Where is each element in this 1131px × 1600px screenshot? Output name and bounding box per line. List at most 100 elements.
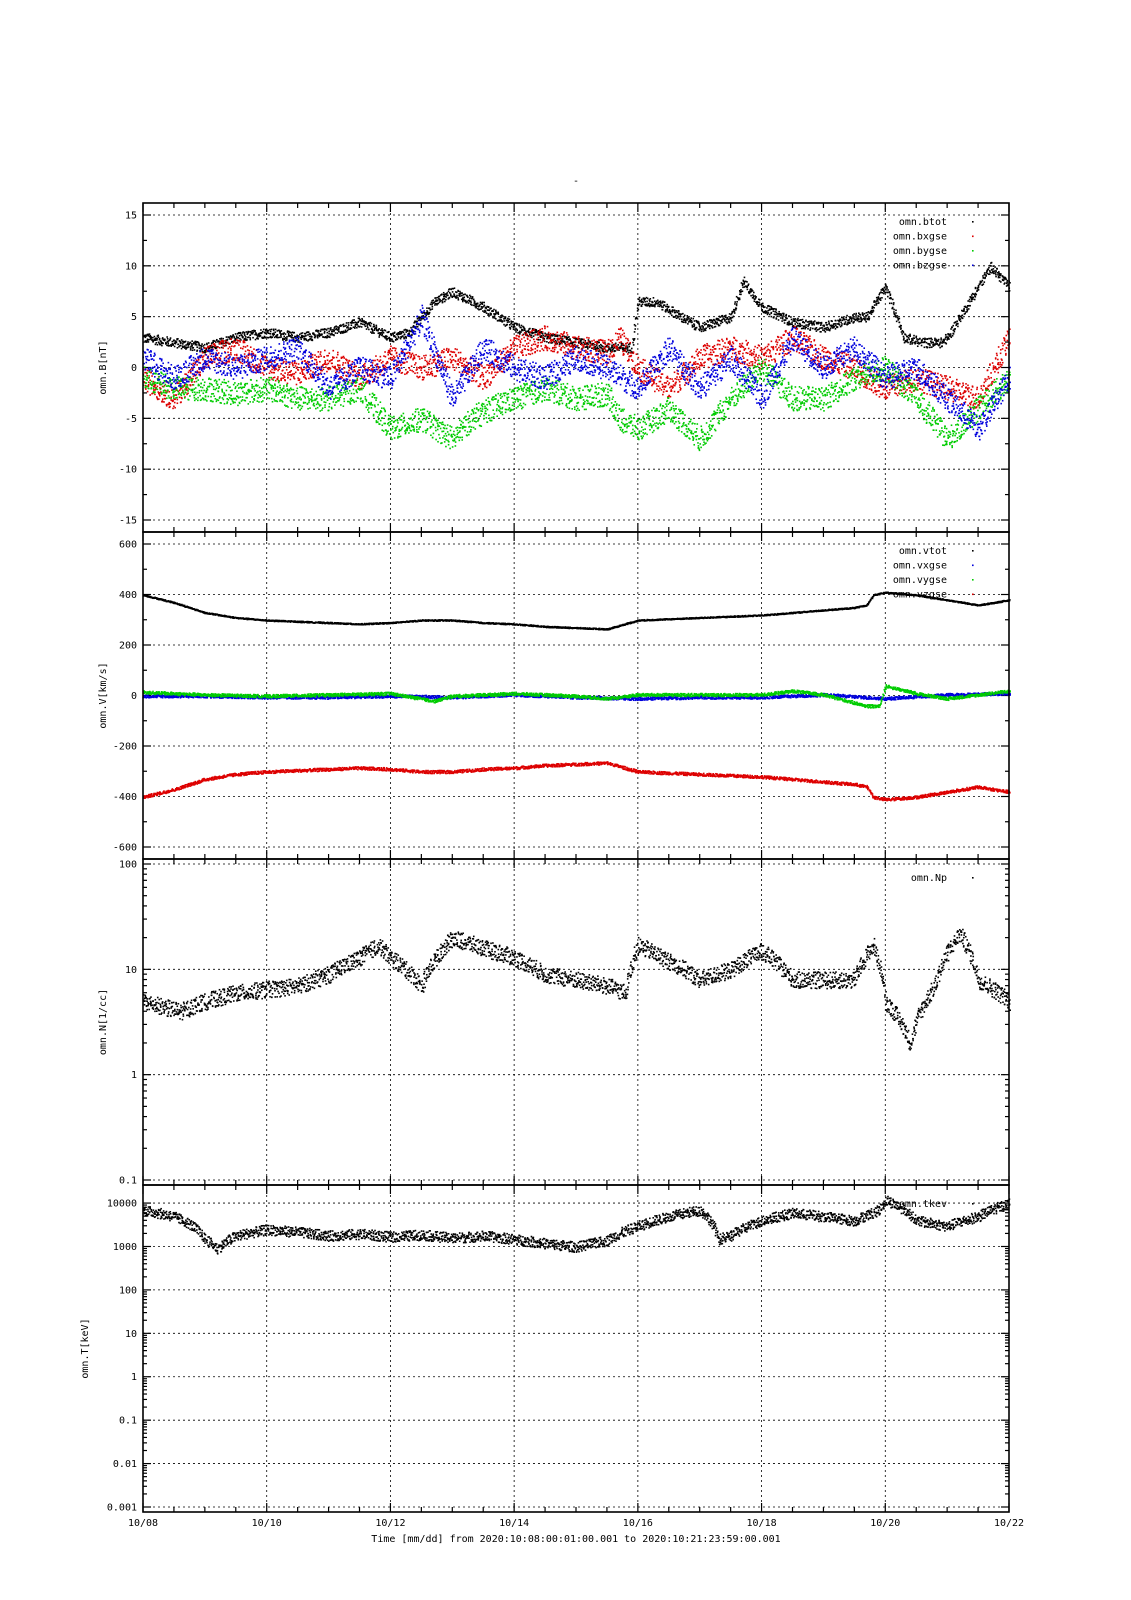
- data-point: [833, 325, 836, 328]
- data-point: [754, 345, 756, 348]
- data-point: [864, 319, 867, 321]
- data-point: [574, 337, 576, 340]
- data-point: [373, 332, 375, 334]
- data-point: [570, 350, 572, 353]
- data-point: [855, 318, 857, 321]
- data-point: [392, 355, 395, 358]
- data-point: [225, 344, 227, 347]
- data-point: [177, 343, 180, 346]
- data-point: [152, 385, 155, 388]
- data-point: [555, 346, 557, 349]
- data-point: [741, 362, 744, 365]
- data-point: [155, 337, 157, 340]
- data-point: [401, 330, 404, 333]
- data-point: [199, 350, 201, 353]
- data-point: [636, 372, 638, 374]
- data-point: [531, 344, 533, 347]
- data-point: [500, 353, 502, 356]
- data-point: [427, 362, 430, 365]
- data-point: [472, 304, 475, 307]
- data-point: [822, 329, 824, 331]
- data-point: [744, 280, 747, 283]
- data-point: [169, 337, 172, 339]
- data-point: [304, 333, 307, 335]
- data-point: [457, 351, 460, 354]
- data-point: [690, 366, 692, 369]
- data-point: [827, 327, 830, 330]
- data-point: [601, 347, 604, 350]
- data-point: [196, 349, 199, 352]
- data-point: [963, 305, 966, 308]
- data-point: [375, 326, 378, 328]
- data-point: [312, 332, 315, 335]
- data-point: [830, 325, 833, 328]
- data-point: [776, 315, 779, 318]
- data-point: [203, 351, 205, 354]
- data-point: [278, 330, 281, 333]
- data-point: [764, 346, 767, 349]
- data-point: [372, 325, 375, 328]
- data-point: [772, 308, 775, 310]
- data-point: [389, 348, 392, 350]
- data-point: [740, 293, 742, 296]
- data-point: [876, 298, 879, 301]
- data-point: [696, 367, 699, 370]
- data-point: [761, 302, 764, 305]
- data-point: [316, 367, 319, 369]
- data-point: [195, 373, 198, 376]
- data-point: [805, 335, 808, 337]
- chart-title: -: [573, 176, 579, 187]
- data-point: [284, 337, 287, 339]
- data-point: [729, 317, 731, 319]
- data-point: [383, 355, 385, 357]
- data-point: [372, 359, 375, 362]
- data-point: [269, 330, 272, 333]
- data-point: [470, 304, 473, 306]
- data-point: [725, 354, 727, 357]
- data-point: [729, 342, 732, 344]
- data-point: [896, 315, 899, 317]
- data-point: [686, 367, 688, 370]
- data-point: [645, 296, 648, 299]
- data-point: [731, 310, 734, 313]
- data-point: [407, 351, 409, 354]
- data-point: [994, 266, 996, 268]
- data-point: [671, 387, 674, 389]
- data-point: [297, 341, 299, 343]
- data-point: [600, 352, 602, 355]
- data-point: [213, 344, 216, 346]
- data-point: [334, 326, 336, 328]
- data-point: [371, 327, 373, 330]
- data-point: [430, 370, 433, 373]
- data-point: [491, 363, 493, 365]
- data-point: [431, 300, 433, 302]
- data-point: [894, 315, 897, 317]
- data-point: [459, 290, 461, 293]
- data-point: [677, 390, 680, 393]
- data-point: [549, 334, 551, 337]
- data-point: [399, 337, 402, 340]
- data-point: [484, 366, 486, 369]
- data-point: [248, 353, 251, 356]
- data-point: [468, 367, 471, 370]
- data-point: [192, 364, 194, 367]
- data-point: [467, 296, 469, 299]
- data-point: [272, 333, 274, 336]
- data-point: [645, 367, 647, 370]
- data-point: [170, 345, 173, 347]
- data-point: [505, 319, 508, 322]
- data-point: [643, 380, 645, 382]
- data-point: [667, 395, 670, 398]
- data-point: [990, 261, 993, 264]
- data-point: [818, 328, 820, 331]
- data-point: [248, 352, 250, 355]
- data-point: [660, 302, 662, 304]
- data-point: [222, 337, 224, 340]
- data-point: [649, 304, 652, 307]
- data-point: [185, 373, 188, 376]
- data-point: [847, 323, 849, 325]
- data-point: [766, 345, 769, 348]
- data-point: [308, 377, 310, 380]
- data-point: [220, 339, 223, 341]
- data-point: [671, 306, 673, 308]
